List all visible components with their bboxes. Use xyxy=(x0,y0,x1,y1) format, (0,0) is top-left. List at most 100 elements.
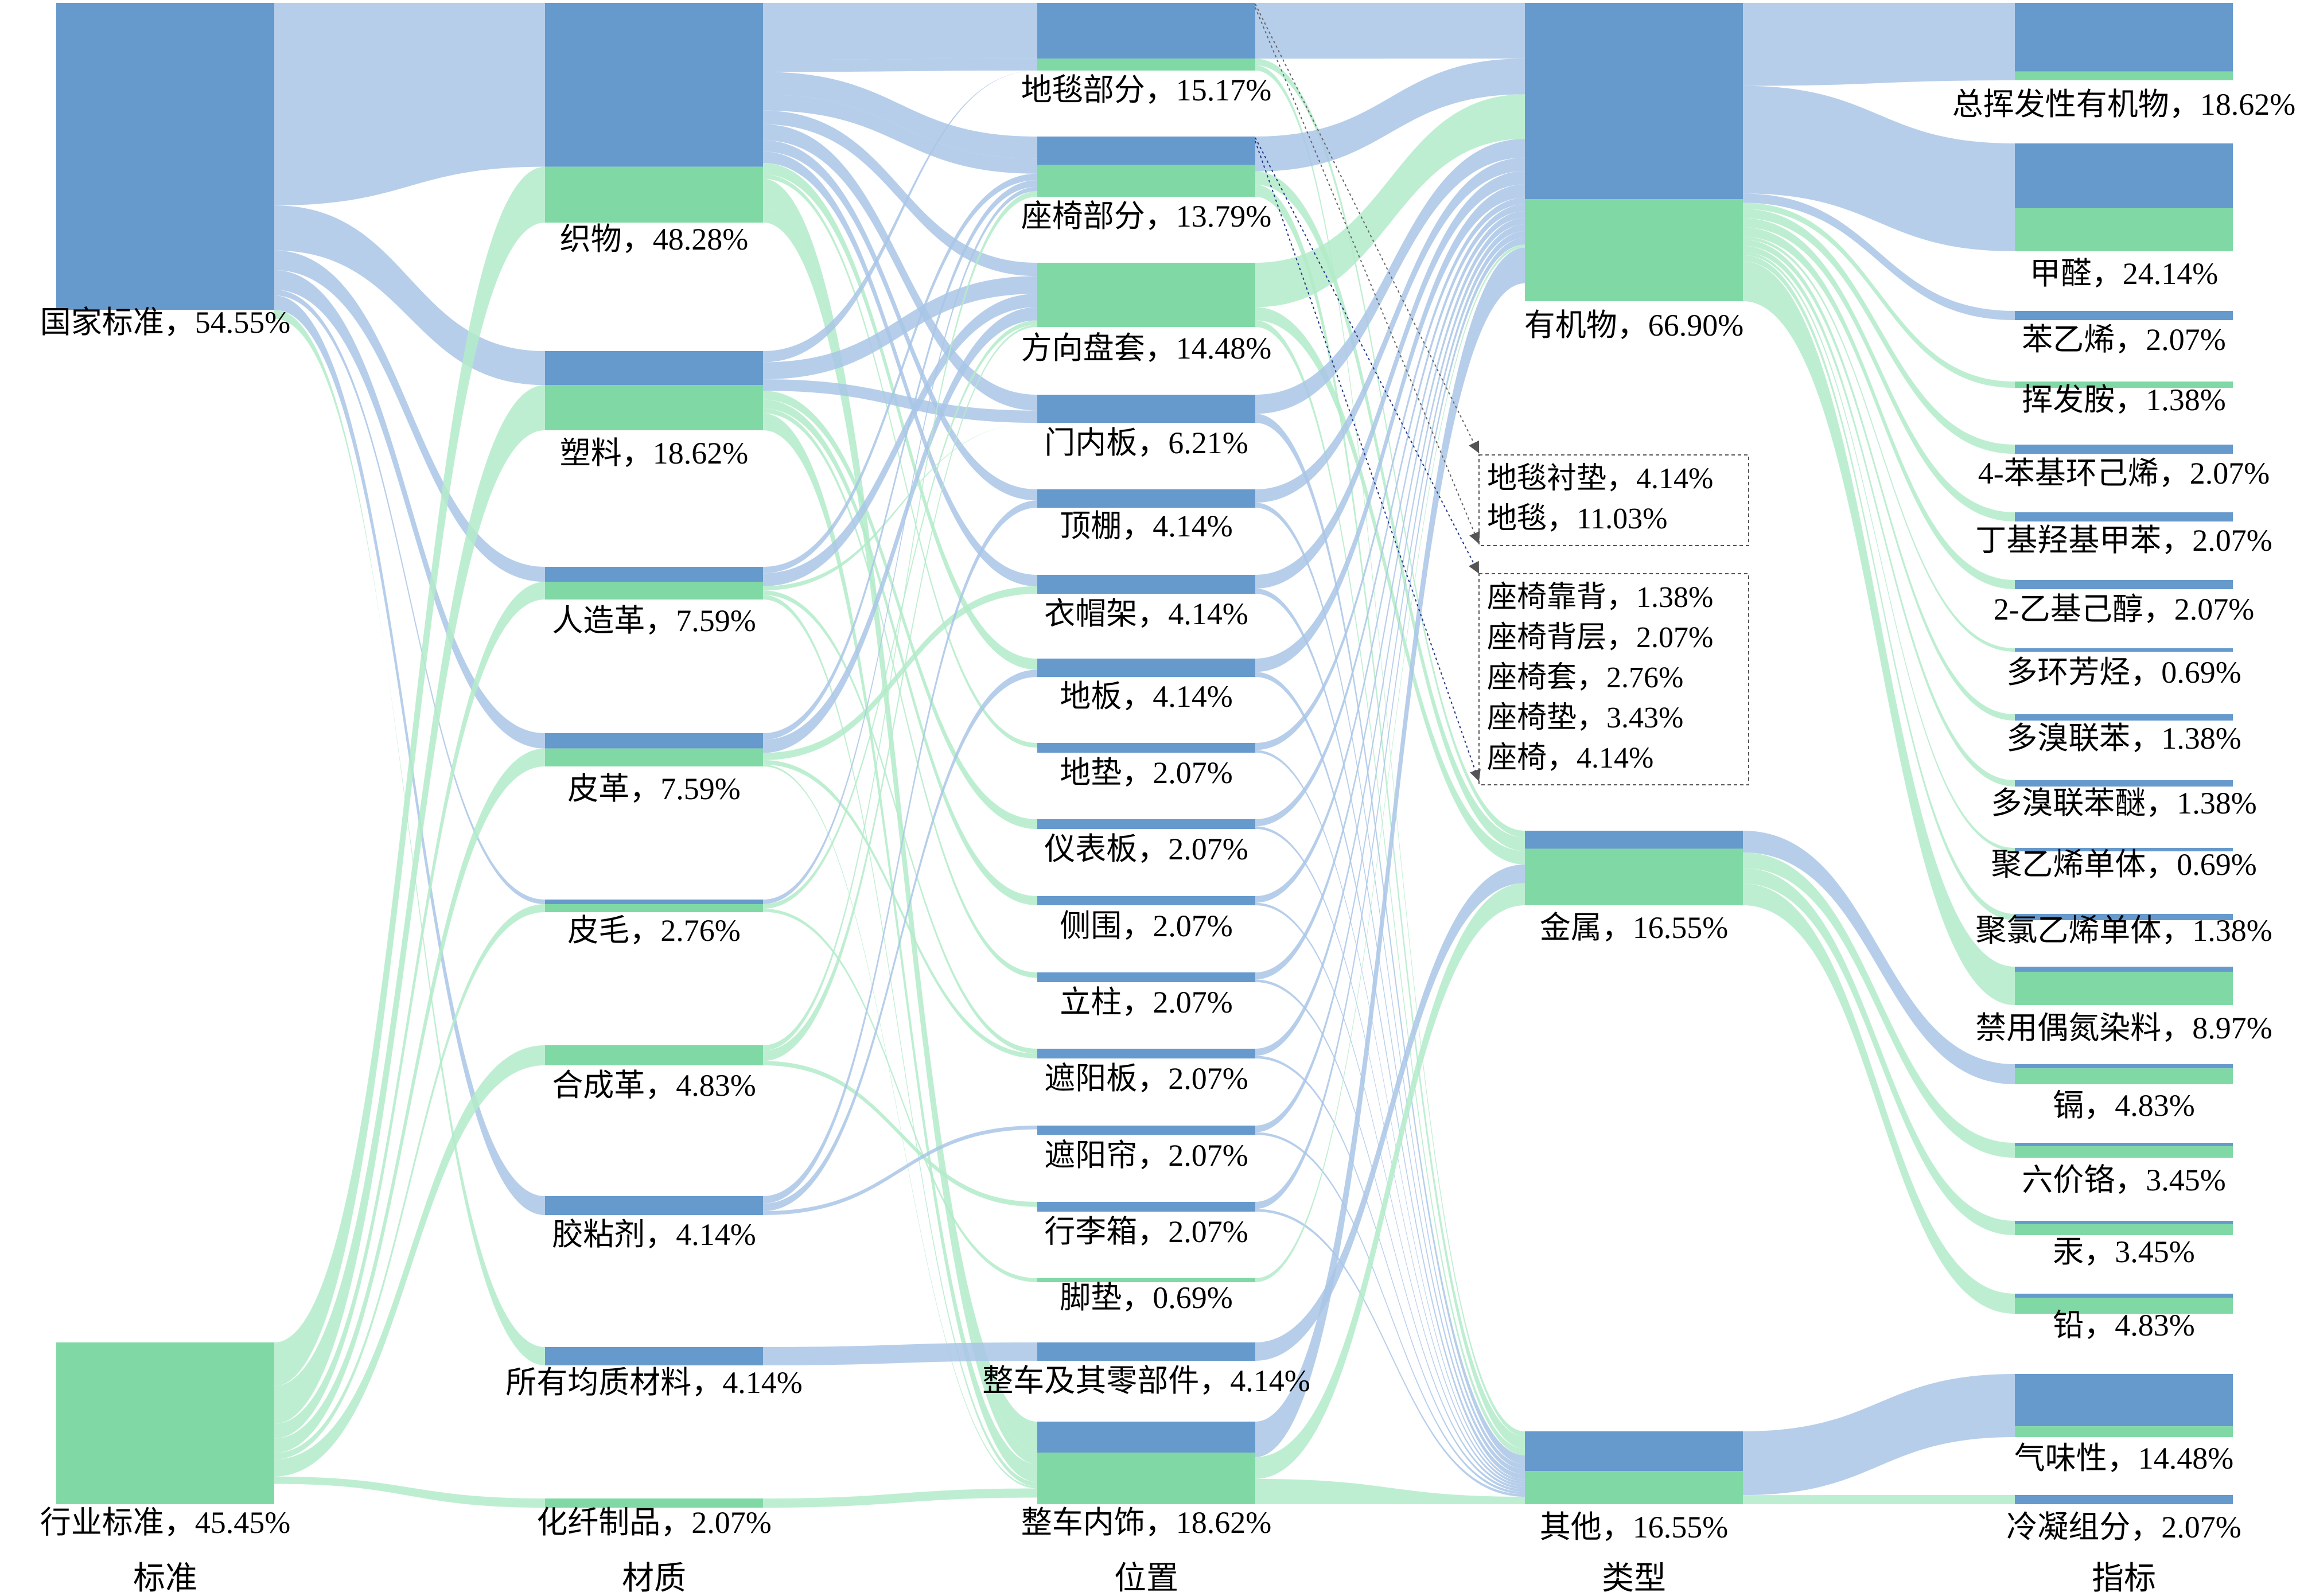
node-i12-industry xyxy=(2015,971,2233,1005)
node-m4-industry xyxy=(545,904,763,912)
link-m5-p2 xyxy=(763,325,1037,1061)
node-p9-national xyxy=(1037,896,1255,905)
link-s0-m2 xyxy=(274,250,545,582)
link-s1-m5 xyxy=(274,1045,545,1477)
link-p13-t0 xyxy=(1255,238,1525,1209)
column-header-4: 指标 xyxy=(2092,1561,2156,1596)
link-m6-p4 xyxy=(763,500,1037,1204)
link-p16-t0 xyxy=(1255,247,1525,1457)
node-label-p14: 脚垫，0.69% xyxy=(1060,1280,1232,1315)
node-i11-national xyxy=(2015,914,2233,920)
link-p0-t2 xyxy=(1255,65,1525,1437)
node-p14-industry xyxy=(1037,1278,1255,1282)
link-p9-t2 xyxy=(1255,902,1525,1487)
node-p0-industry xyxy=(1037,59,1255,71)
node-i4-national xyxy=(2015,445,2233,454)
node-label-p3: 门内板，6.21% xyxy=(1044,426,1248,460)
sankey-nodes xyxy=(56,3,2233,1508)
link-p1-t0 xyxy=(1255,59,1525,172)
link-m1-p16 xyxy=(763,413,1037,1482)
link-t0-i0 xyxy=(1743,3,2015,86)
node-i10-national xyxy=(2015,848,2233,851)
node-label-i1: 甲醛，24.14% xyxy=(2030,256,2218,291)
link-p13-t2 xyxy=(1255,1209,1525,1497)
node-i2-national xyxy=(2015,311,2233,320)
column-header-0: 标准 xyxy=(133,1561,197,1596)
node-label-i10: 聚乙烯单体，0.69% xyxy=(1991,847,2256,882)
link-p14-t0 xyxy=(1255,244,1525,1282)
link-t0-i12 xyxy=(1743,261,2015,1006)
link-p4-t0 xyxy=(1255,157,1525,503)
node-label-p11: 遮阳板，2.07% xyxy=(1044,1061,1248,1096)
link-p11-t2 xyxy=(1255,1056,1525,1492)
node-m0-national xyxy=(545,3,763,167)
node-label-p15: 整车及其零部件，4.14% xyxy=(982,1364,1310,1398)
node-m3-industry xyxy=(545,748,763,766)
node-i16-national xyxy=(2015,1294,2233,1298)
node-i13-national xyxy=(2015,1064,2233,1069)
node-label-i0: 总挥发性有机物，18.62% xyxy=(1952,87,2295,122)
node-i7-national xyxy=(2015,648,2233,652)
node-label-i16: 铅，4.83% xyxy=(2053,1308,2194,1342)
node-p6-national xyxy=(1037,659,1255,677)
link-m1-p2 xyxy=(763,276,1037,380)
link-t0-i9 xyxy=(1743,246,2015,787)
annotation-line-1-4: 座椅，4.14% xyxy=(1487,742,1653,774)
node-label-i11: 聚氯乙烯单体，1.38% xyxy=(1975,913,2272,948)
link-m5-p1 xyxy=(763,191,1037,1051)
node-label-m3: 皮革，7.59% xyxy=(567,772,740,806)
link-p1-t2 xyxy=(1255,184,1525,1449)
node-t0-industry xyxy=(1525,199,1743,301)
node-label-i9: 多溴联苯醚，1.38% xyxy=(1991,786,2256,820)
node-p0-national xyxy=(1037,3,1255,59)
link-m0-p1 xyxy=(763,72,1037,159)
link-p12-t0 xyxy=(1255,231,1525,1132)
link-m3-p5 xyxy=(763,586,1037,760)
node-label-i13: 镉，4.83% xyxy=(2053,1088,2194,1123)
node-label-p8: 仪表板，2.07% xyxy=(1044,832,1248,866)
node-label-p0: 地毯部分，15.17% xyxy=(1021,73,1271,107)
node-label-m7: 所有均质材料，4.14% xyxy=(505,1365,802,1400)
node-label-p9: 侧围，2.07% xyxy=(1060,909,1232,943)
node-p16-industry xyxy=(1037,1453,1255,1504)
annotation-arrow-0-0 xyxy=(1255,3,1480,454)
link-p6-t0 xyxy=(1255,184,1525,672)
link-m0-p5 xyxy=(763,151,1037,586)
link-t0-i1 xyxy=(1743,85,2015,252)
node-i9-national xyxy=(2015,780,2233,787)
node-i14-industry xyxy=(2015,1146,2233,1158)
link-m0-p1 xyxy=(763,95,1037,174)
node-m7-national xyxy=(545,1347,763,1365)
node-label-p13: 行李箱，2.07% xyxy=(1044,1214,1248,1249)
column-header-1: 材质 xyxy=(622,1561,686,1596)
link-p16-t2 xyxy=(1255,1478,1525,1505)
link-s0-m7 xyxy=(274,310,545,1365)
link-p2-t0 xyxy=(1255,94,1525,307)
link-s1-m8 xyxy=(274,1476,545,1508)
node-label-i2: 苯乙烯，2.07% xyxy=(2022,322,2225,357)
node-label-m0: 织物，48.28% xyxy=(560,222,748,256)
node-label-m1: 塑料，18.62% xyxy=(560,436,748,470)
annotation-box-0 xyxy=(1478,454,1749,546)
node-label-i4: 4-苯基环己烯，2.07% xyxy=(1978,456,2270,491)
link-p5-t0 xyxy=(1255,171,1525,589)
link-p11-t0 xyxy=(1255,224,1525,1056)
link-p0-t0 xyxy=(1255,3,1525,59)
node-i17-national xyxy=(2015,1374,2233,1427)
link-m4-p1 xyxy=(763,186,1037,904)
link-s0-m0 xyxy=(274,3,545,206)
node-i14-national xyxy=(2015,1143,2233,1147)
node-label-i5: 丁基羟基甲苯，2.07% xyxy=(1975,523,2272,558)
link-m2-p1 xyxy=(763,173,1037,574)
node-label-i15: 汞，3.45% xyxy=(2053,1235,2194,1269)
link-t0-i7 xyxy=(1743,236,2015,652)
link-m7-p15 xyxy=(763,1342,1037,1365)
node-label-i12: 禁用偶氮染料，8.97% xyxy=(1975,1011,2272,1045)
link-m8-p16 xyxy=(763,1488,1037,1508)
link-p1-t1 xyxy=(1255,171,1525,851)
link-p0-t1 xyxy=(1255,59,1525,838)
node-p15-national xyxy=(1037,1342,1255,1361)
node-label-t2: 其他，16.55% xyxy=(1540,1510,1728,1544)
link-m0-p0 xyxy=(763,3,1037,60)
